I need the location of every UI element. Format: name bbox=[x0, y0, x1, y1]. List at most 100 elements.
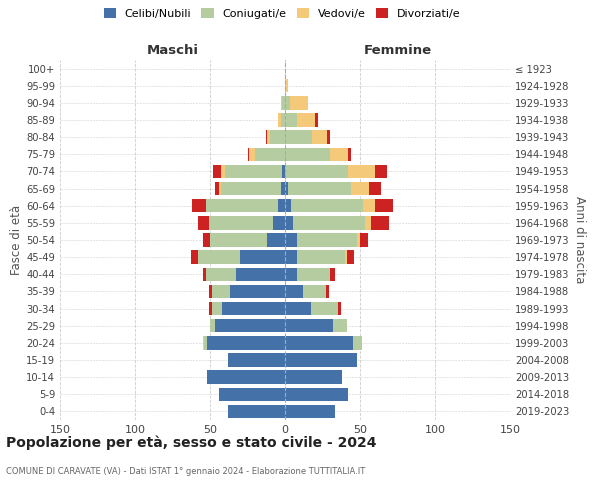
Bar bbox=[297, 268, 330, 281]
Bar bbox=[209, 302, 212, 316]
Bar bbox=[225, 164, 282, 178]
Bar bbox=[222, 302, 285, 316]
Bar bbox=[198, 250, 240, 264]
Text: Popolazione per età, sesso e stato civile - 2024: Popolazione per età, sesso e stato civil… bbox=[6, 435, 377, 450]
Bar bbox=[205, 268, 235, 281]
Bar bbox=[205, 199, 277, 212]
Bar bbox=[371, 216, 389, 230]
Bar bbox=[219, 388, 285, 401]
Bar bbox=[210, 319, 215, 332]
Y-axis label: Anni di nascita: Anni di nascita bbox=[573, 196, 586, 284]
Bar bbox=[360, 234, 367, 246]
Bar bbox=[204, 336, 207, 349]
Bar bbox=[203, 336, 204, 349]
Bar bbox=[255, 148, 285, 161]
Bar bbox=[235, 268, 285, 281]
Bar bbox=[221, 182, 281, 196]
Bar bbox=[353, 336, 361, 349]
Bar bbox=[291, 199, 363, 212]
Bar bbox=[277, 199, 285, 212]
Bar bbox=[212, 284, 229, 298]
Bar bbox=[363, 199, 375, 212]
Bar bbox=[297, 250, 345, 264]
Bar bbox=[285, 388, 348, 401]
Bar bbox=[297, 234, 357, 246]
Bar bbox=[212, 302, 222, 316]
Bar bbox=[315, 114, 318, 126]
Bar bbox=[228, 404, 285, 418]
Bar bbox=[281, 182, 285, 196]
Bar bbox=[285, 370, 342, 384]
Bar bbox=[192, 199, 205, 212]
Legend: Celibi/Nubili, Coniugati/e, Vedovi/e, Divorziati/e: Celibi/Nubili, Coniugati/e, Vedovi/e, Di… bbox=[104, 8, 460, 19]
Bar bbox=[285, 164, 348, 178]
Bar bbox=[285, 182, 288, 196]
Bar bbox=[375, 164, 387, 178]
Bar bbox=[267, 234, 285, 246]
Bar bbox=[290, 96, 308, 110]
Bar bbox=[203, 234, 210, 246]
Bar bbox=[375, 199, 393, 212]
Bar bbox=[285, 96, 290, 110]
Bar bbox=[207, 336, 285, 349]
Bar bbox=[215, 182, 219, 196]
Bar bbox=[228, 354, 285, 366]
Bar bbox=[285, 130, 312, 144]
Bar bbox=[249, 148, 255, 161]
Bar bbox=[265, 130, 267, 144]
Bar bbox=[345, 250, 347, 264]
Bar bbox=[285, 268, 297, 281]
Bar bbox=[348, 164, 375, 178]
Text: Femmine: Femmine bbox=[364, 44, 431, 57]
Bar bbox=[267, 130, 270, 144]
Bar bbox=[285, 234, 297, 246]
Bar bbox=[207, 370, 285, 384]
Bar bbox=[369, 182, 381, 196]
Bar bbox=[273, 216, 285, 230]
Bar bbox=[327, 130, 330, 144]
Bar bbox=[281, 114, 285, 126]
Bar bbox=[198, 216, 209, 230]
Bar bbox=[221, 164, 225, 178]
Bar bbox=[213, 164, 221, 178]
Bar bbox=[330, 268, 335, 281]
Bar bbox=[312, 130, 327, 144]
Bar bbox=[357, 234, 360, 246]
Bar bbox=[281, 96, 282, 110]
Bar bbox=[330, 148, 348, 161]
Bar bbox=[285, 148, 330, 161]
Bar bbox=[285, 114, 297, 126]
Bar bbox=[285, 250, 297, 264]
Bar bbox=[285, 354, 357, 366]
Bar bbox=[303, 284, 325, 298]
Bar bbox=[191, 250, 198, 264]
Bar bbox=[285, 216, 293, 230]
Bar bbox=[285, 302, 311, 316]
Bar bbox=[337, 302, 341, 316]
Bar bbox=[203, 268, 205, 281]
Y-axis label: Fasce di età: Fasce di età bbox=[10, 205, 23, 275]
Bar bbox=[285, 284, 303, 298]
Bar bbox=[270, 130, 285, 144]
Bar bbox=[285, 319, 333, 332]
Bar bbox=[219, 182, 221, 196]
Bar bbox=[209, 284, 212, 298]
Bar bbox=[311, 302, 337, 316]
Text: Maschi: Maschi bbox=[146, 44, 199, 57]
Bar bbox=[285, 199, 291, 212]
Bar bbox=[209, 216, 273, 230]
Bar bbox=[282, 164, 285, 178]
Bar bbox=[348, 148, 351, 161]
Bar bbox=[248, 148, 249, 161]
Bar bbox=[282, 96, 285, 110]
Bar bbox=[277, 114, 281, 126]
Bar bbox=[351, 182, 369, 196]
Bar bbox=[365, 216, 371, 230]
Bar bbox=[285, 404, 335, 418]
Bar bbox=[325, 284, 329, 298]
Bar bbox=[229, 284, 285, 298]
Bar bbox=[347, 250, 354, 264]
Bar bbox=[297, 114, 315, 126]
Bar bbox=[215, 319, 285, 332]
Bar bbox=[285, 79, 288, 92]
